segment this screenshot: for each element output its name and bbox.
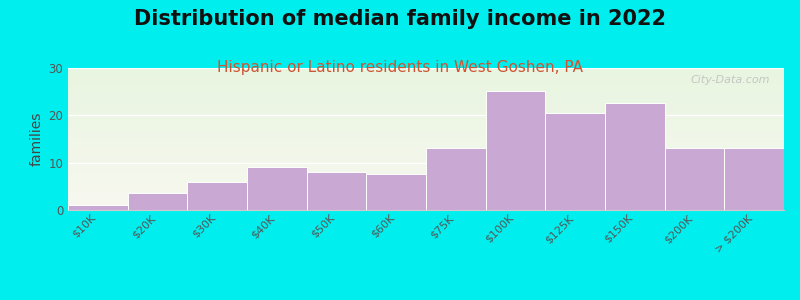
- Bar: [247, 167, 306, 210]
- Bar: [128, 194, 187, 210]
- Y-axis label: families: families: [30, 112, 44, 166]
- Bar: [68, 205, 128, 210]
- Bar: [426, 148, 486, 210]
- Text: City-Data.com: City-Data.com: [690, 75, 770, 85]
- Bar: [605, 103, 665, 210]
- Bar: [187, 182, 247, 210]
- Bar: [546, 112, 605, 210]
- Bar: [665, 148, 724, 210]
- Text: Distribution of median family income in 2022: Distribution of median family income in …: [134, 9, 666, 29]
- Bar: [366, 174, 426, 210]
- Bar: [306, 172, 366, 210]
- Bar: [724, 148, 784, 210]
- Bar: [486, 91, 546, 210]
- Text: Hispanic or Latino residents in West Goshen, PA: Hispanic or Latino residents in West Gos…: [217, 60, 583, 75]
